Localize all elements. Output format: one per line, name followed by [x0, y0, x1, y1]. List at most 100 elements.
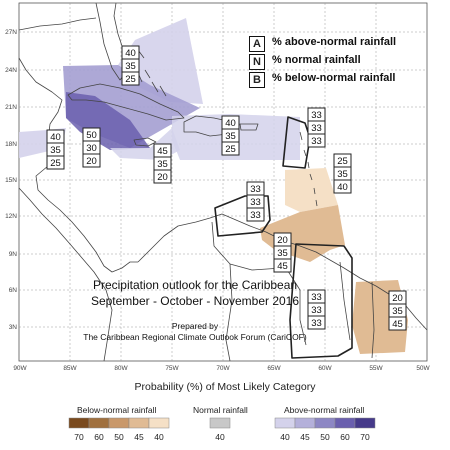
prob-normal: 35 — [337, 169, 348, 180]
prob-above: 20 — [277, 235, 288, 246]
legend-below-70: 70 — [74, 432, 84, 442]
swatch-above-60 — [334, 417, 356, 429]
prob-above: 33 — [250, 184, 261, 195]
legend-title: Probability (%) of Most Likely Category — [134, 381, 316, 393]
prob-normal: 33 — [250, 197, 261, 208]
prob-below: 25 — [125, 74, 136, 85]
lat-tick: 21N — [5, 104, 17, 111]
legend-above-45: 45 — [300, 432, 310, 442]
swatch-below-40 — [148, 417, 170, 429]
lon-tick: 60W — [318, 365, 332, 372]
legend-below-50: 50 — [114, 432, 124, 442]
outline-leeward — [282, 116, 311, 169]
prob-above: 45 — [157, 146, 168, 157]
lon-axis: 90W 85W 80W 75W 70W 65W 60W 55W 50W — [13, 365, 430, 372]
legend-above-60: 60 — [340, 432, 350, 442]
map-title-line2: September - October - November 2016 — [90, 294, 300, 308]
lon-tick: 55W — [369, 365, 383, 372]
prob-box-cuba: 50 30 20 — [82, 127, 101, 168]
pacific-coast — [18, 187, 113, 362]
inland-borders — [211, 221, 375, 362]
lat-tick: 15N — [5, 177, 17, 184]
prob-box-hispaniola: 40 35 25 — [221, 115, 240, 156]
prob-box-bahamas: 40 35 25 — [121, 45, 140, 86]
legend-below-60: 60 — [94, 432, 104, 442]
prob-below: 45 — [392, 319, 403, 330]
zone-outlines — [214, 116, 353, 359]
prob-below: 20 — [86, 156, 97, 167]
central-america-coast — [18, 57, 138, 273]
legend-swatches — [68, 417, 376, 429]
prob-box-french-guiana: 20 35 45 — [388, 290, 407, 331]
prob-normal: 33 — [311, 123, 322, 134]
prob-normal: 35 — [157, 159, 168, 170]
prob-below: 45 — [277, 261, 288, 272]
prob-above: 33 — [311, 110, 322, 121]
prob-normal: 35 — [277, 248, 288, 259]
lon-tick: 75W — [165, 365, 179, 372]
prob-above: 40 — [125, 48, 136, 59]
legend-above-title: Above-normal rainfall — [284, 405, 365, 415]
outline-abc — [214, 195, 271, 237]
legend-above-40: 40 — [280, 432, 290, 442]
cuba-coast — [67, 83, 185, 121]
prob-below: 33 — [250, 210, 261, 221]
prob-above: 25 — [337, 156, 348, 167]
prob-normal: 35 — [225, 131, 236, 142]
lat-tick: 6N — [9, 287, 18, 294]
prob-below: 25 — [50, 158, 61, 169]
lat-tick: 27N — [5, 29, 17, 36]
key-text-above: % above-normal rainfall — [272, 36, 397, 48]
lat-tick: 24N — [5, 67, 17, 74]
prob-above: 33 — [311, 292, 322, 303]
prob-above: 20 — [392, 293, 403, 304]
swatch-below-60 — [88, 417, 110, 429]
outline-guyana — [289, 243, 353, 359]
legend-normal-40: 40 — [215, 432, 225, 442]
zone-windward — [285, 168, 338, 212]
key-text-below: % below-normal rainfall — [272, 72, 396, 84]
jamaica-coast — [133, 137, 157, 147]
prob-below: 33 — [311, 318, 322, 329]
map-title-line1: Precipitation outlook for the Caribbean — [92, 278, 298, 292]
prob-box-jamaica: 45 35 20 — [153, 143, 172, 184]
prob-box-windward: 25 35 40 — [333, 153, 352, 194]
lon-tick: 80W — [114, 365, 128, 372]
lon-tick: 50W — [416, 365, 430, 372]
key-text-normal: % normal rainfall — [272, 54, 361, 66]
lat-tick: 18N — [5, 141, 17, 148]
swatch-below-50 — [108, 417, 130, 429]
prob-below: 20 — [157, 172, 168, 183]
prob-normal: 33 — [311, 305, 322, 316]
prob-box-guyana: 33 33 33 — [307, 289, 326, 330]
prob-normal: 35 — [125, 61, 136, 72]
prob-box-belize: 40 35 25 — [46, 129, 65, 170]
puerto-rico-coast — [239, 123, 259, 131]
legend-normal-title: Normal rainfall — [193, 405, 248, 415]
prob-above: 50 — [86, 130, 97, 141]
lat-tick: 3N — [9, 324, 18, 331]
lon-tick: 65W — [267, 365, 281, 372]
legend-below-40: 40 — [154, 432, 164, 442]
swatch-above-70 — [354, 417, 376, 429]
gulf-coast — [18, 17, 97, 31]
legend-below-45: 45 — [134, 432, 144, 442]
swatch-above-45 — [294, 417, 316, 429]
probability-boxes: 40 35 25 50 30 20 40 35 25 45 35 20 — [46, 45, 407, 331]
key-letter-n: N — [249, 54, 265, 70]
lat-tick: 9N — [9, 251, 18, 258]
prob-box-abc: 33 33 33 — [246, 181, 265, 222]
prob-normal: 35 — [50, 145, 61, 156]
prob-box-leeward: 33 33 33 — [307, 107, 326, 148]
swatch-below-70 — [68, 417, 90, 429]
legend-below-title: Below-normal rainfall — [77, 405, 157, 415]
lon-tick: 70W — [216, 365, 230, 372]
credit-line2: The Caribbean Regional Climate Outlook F… — [83, 332, 307, 342]
swatch-below-45 — [128, 417, 150, 429]
legend-above-70: 70 — [360, 432, 370, 442]
outlook-zones — [19, 18, 408, 354]
swatch-above-40 — [274, 417, 296, 429]
prob-below: 25 — [225, 144, 236, 155]
key-letter-b: B — [249, 72, 265, 88]
